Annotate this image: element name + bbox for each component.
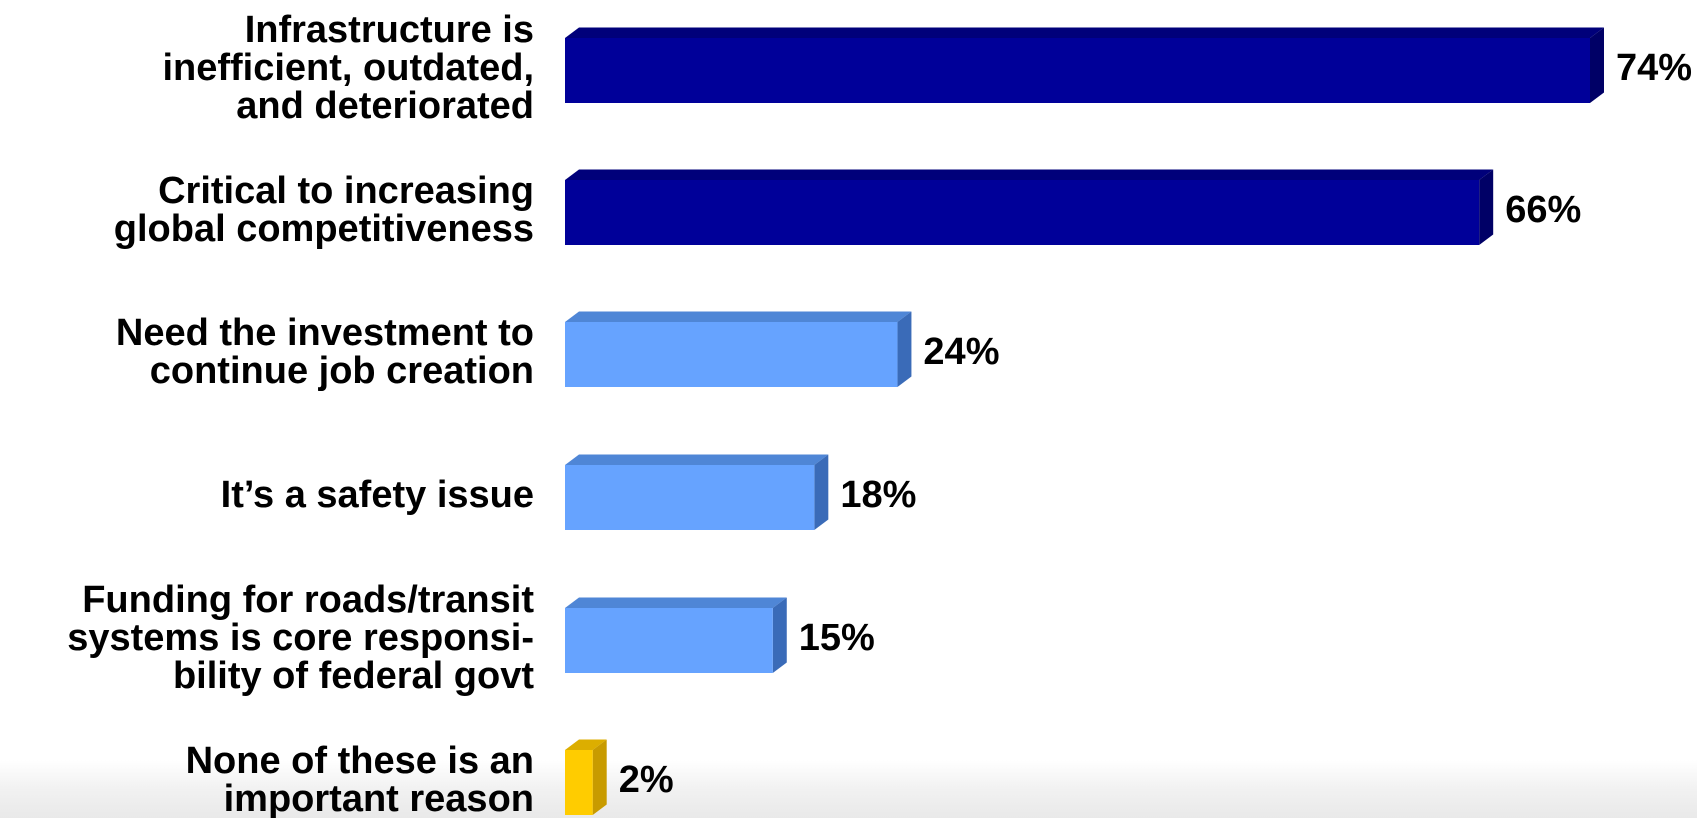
bar	[565, 608, 773, 673]
category-label-line: and deteriorated	[236, 85, 534, 127]
category-label-line: Critical to increasing	[158, 170, 534, 212]
bar-top-face	[565, 27, 1604, 38]
bar	[565, 322, 898, 387]
bar-side-face	[592, 739, 607, 815]
bar-top-face	[565, 597, 787, 608]
category-label: Infrastructure is inefficient, outdated, a…	[162, 9, 534, 127]
category-label: None of these is an important reason	[186, 740, 534, 818]
category-label-line: continue job creation	[150, 350, 534, 392]
bar-top-face	[565, 739, 607, 750]
category-label-line: important reason	[224, 778, 534, 818]
value-labels: 74% 66% 24% 18% 15% 2%	[619, 47, 1692, 801]
value-label: 74%	[1616, 47, 1692, 89]
bar-top-face	[565, 169, 1494, 180]
bar	[565, 180, 1480, 245]
bar-side-face	[897, 311, 912, 387]
category-labels: Infrastructure is inefficient, outdated, a…	[67, 9, 534, 818]
value-label: 66%	[1505, 189, 1581, 231]
bar	[565, 465, 815, 530]
bar-side-face	[772, 597, 787, 673]
category-label-line: inefficient, outdated,	[162, 47, 534, 89]
bar-top-face	[565, 311, 912, 322]
category-label: Funding for roads/transit systems is core…	[67, 579, 534, 697]
bar	[565, 38, 1590, 103]
bar-side-face	[1590, 27, 1604, 103]
category-label-line: Funding for roads/transit	[82, 579, 534, 621]
category-label-line: global competitiveness	[114, 208, 534, 250]
category-label-line: bility of federal govt	[173, 655, 534, 697]
category-label-line: systems is core responsi-	[67, 617, 534, 659]
value-label: 18%	[840, 474, 916, 516]
bars-group	[565, 27, 1604, 815]
category-label-line: Need the investment to	[116, 312, 534, 354]
category-label: Need the investment to continue job creat…	[116, 312, 534, 392]
bar-side-face	[1479, 169, 1494, 245]
value-label: 24%	[923, 331, 999, 373]
category-label: Critical to increasing global competitive…	[114, 170, 534, 250]
category-label-line: It’s a safety issue	[221, 474, 534, 516]
bar-top-face	[565, 454, 829, 465]
bar-side-face	[814, 454, 829, 530]
category-label-line: None of these is an	[186, 740, 534, 782]
category-label-line: Infrastructure is	[245, 9, 534, 51]
bar	[565, 750, 593, 815]
value-label: 2%	[619, 759, 674, 801]
category-label: It’s a safety issue	[221, 474, 534, 516]
value-label: 15%	[799, 617, 875, 659]
